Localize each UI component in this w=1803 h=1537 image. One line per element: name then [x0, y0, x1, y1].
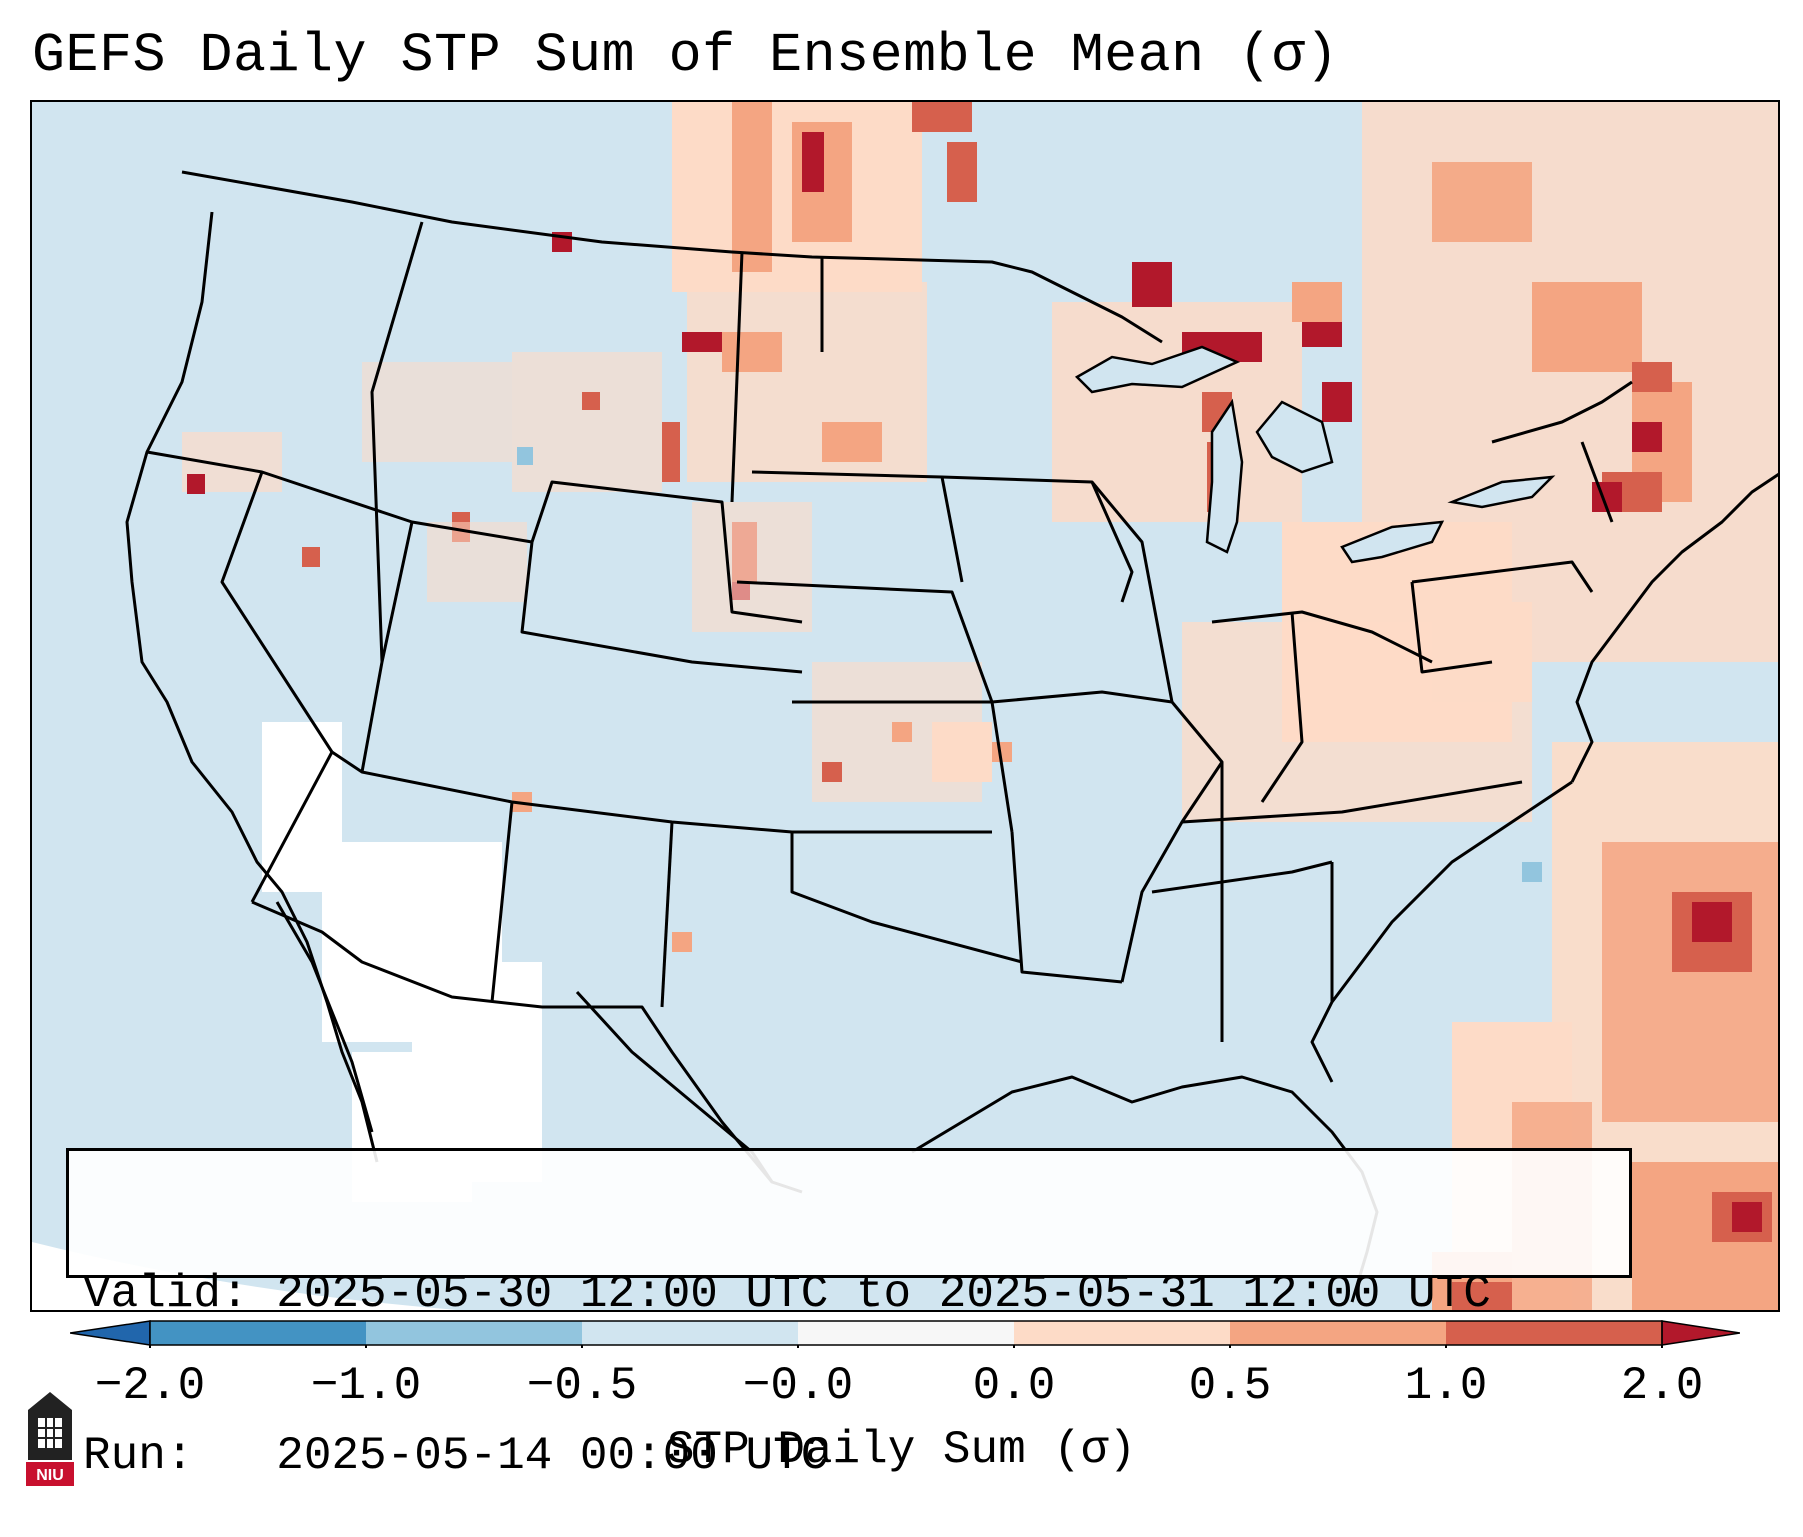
svg-text:NIU: NIU [36, 1467, 64, 1484]
colorbar-bin [582, 1321, 798, 1345]
colorbar-tick-label: −0.5 [526, 1360, 638, 1412]
map-panel[interactable] [30, 100, 1780, 1312]
colorbar-tick-label: −0.0 [742, 1360, 854, 1412]
boundaries [125, 170, 1778, 1303]
us-canada-border [181, 170, 1163, 344]
colorbar-bin [1446, 1321, 1662, 1345]
colorbar-tick-label: 2.0 [1620, 1360, 1704, 1412]
colorbar-tick-label: 0.0 [972, 1360, 1056, 1412]
colorbar-bin [366, 1321, 582, 1345]
colorbar-extend-max [1661, 1320, 1740, 1346]
validity-info-box: Valid: 2025-05-30 12:00 UTC to 2025-05-3… [66, 1148, 1632, 1482]
niu-logo-icon: NIU [26, 1392, 74, 1486]
colorbar-label: STP Daily Sum (σ) [666, 1424, 1137, 1476]
run-time-text: Run: 2025-05-14 00:00 UTC [83, 1430, 829, 1482]
map-title: GEFS Daily STP Sum of Ensemble Mean (σ) [32, 24, 1339, 87]
colorbar-bin [798, 1321, 1014, 1345]
colorbar-tick-label: −1.0 [310, 1360, 422, 1412]
valid-time-text: Valid: 2025-05-30 12:00 UTC to 2025-05-3… [83, 1268, 1491, 1320]
domain-edge [32, 1242, 458, 1310]
colorbar [70, 1320, 1740, 1348]
map-canvas[interactable] [32, 102, 1780, 1312]
great-lakes [1074, 345, 1556, 564]
west-coastline [125, 211, 379, 1163]
us-mexico-border [251, 900, 774, 1183]
colorbar-tick-label: 1.0 [1404, 1360, 1488, 1412]
colorbar-tick-label: −2.0 [94, 1360, 206, 1412]
colorbar-tick-label: 0.5 [1188, 1360, 1272, 1412]
colorbar-bin [1230, 1321, 1446, 1345]
colorbar-extend-min [70, 1320, 151, 1346]
colorbar-bin [1014, 1321, 1230, 1345]
colorbar-bin [150, 1321, 366, 1345]
stp-anomaly-shading [182, 102, 1778, 1310]
